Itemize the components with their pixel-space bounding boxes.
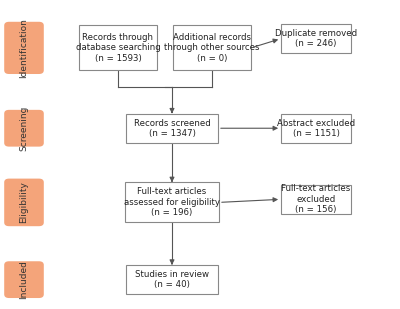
Text: Abstract excluded
(n = 1151): Abstract excluded (n = 1151) — [277, 119, 355, 138]
Text: Records through
database searching
(n = 1593): Records through database searching (n = … — [76, 33, 160, 63]
FancyBboxPatch shape — [4, 261, 44, 298]
FancyBboxPatch shape — [79, 26, 157, 70]
Text: Included: Included — [20, 260, 28, 299]
FancyBboxPatch shape — [281, 185, 351, 214]
FancyBboxPatch shape — [4, 179, 44, 226]
FancyBboxPatch shape — [126, 265, 218, 294]
FancyBboxPatch shape — [125, 182, 219, 222]
Text: Records screened
(n = 1347): Records screened (n = 1347) — [134, 119, 210, 138]
Text: Duplicate removed
(n = 246): Duplicate removed (n = 246) — [275, 29, 357, 48]
Text: Full-text articles
excluded
(n = 156): Full-text articles excluded (n = 156) — [281, 184, 351, 214]
Text: Eligibility: Eligibility — [20, 181, 28, 223]
FancyBboxPatch shape — [4, 22, 44, 74]
FancyBboxPatch shape — [281, 24, 351, 53]
FancyBboxPatch shape — [4, 110, 44, 147]
FancyBboxPatch shape — [173, 26, 251, 70]
Text: Additional records
through other sources
(n = 0): Additional records through other sources… — [164, 33, 260, 63]
Text: Full-text articles
assessed for eligibility
(n = 196): Full-text articles assessed for eligibil… — [124, 188, 220, 217]
Text: Studies in review
(n = 40): Studies in review (n = 40) — [135, 270, 209, 289]
Text: Identification: Identification — [20, 18, 28, 78]
Text: Screening: Screening — [20, 106, 28, 151]
FancyBboxPatch shape — [281, 113, 351, 143]
FancyBboxPatch shape — [126, 113, 218, 143]
